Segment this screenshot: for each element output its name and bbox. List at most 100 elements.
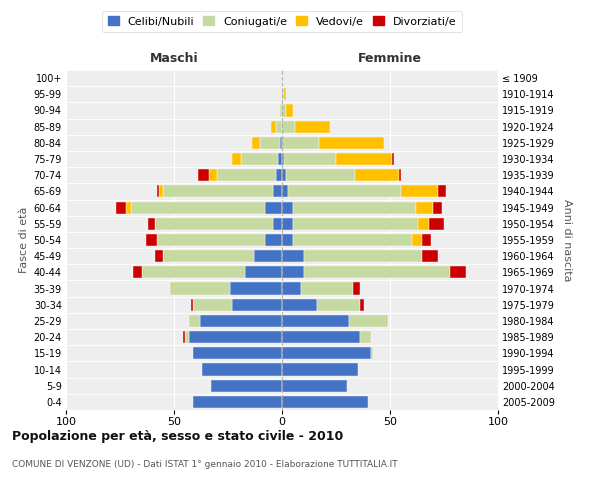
Bar [189,331,282,343]
Bar [282,104,286,117]
Bar [422,234,431,246]
Bar [232,153,241,165]
Bar [295,120,329,132]
Bar [301,282,353,294]
Bar [252,137,260,149]
Bar [282,202,293,213]
Bar [198,169,209,181]
Bar [133,266,142,278]
Bar [282,250,304,262]
Bar [293,218,418,230]
Bar [282,282,301,294]
Bar [159,186,163,198]
Bar [282,266,304,278]
Bar [282,331,360,343]
Bar [280,137,282,149]
Bar [282,88,284,101]
Bar [282,186,289,198]
Bar [245,266,282,278]
Bar [265,234,282,246]
Y-axis label: Anni di nascita: Anni di nascita [562,198,572,281]
Bar [230,282,282,294]
Bar [193,396,282,408]
Bar [282,380,347,392]
Bar [271,120,275,132]
Bar [202,364,282,376]
Bar [416,202,433,213]
Bar [401,186,437,198]
Bar [355,169,398,181]
Bar [280,104,282,117]
Bar [282,364,358,376]
Bar [304,250,422,262]
Bar [163,250,254,262]
Bar [275,169,282,181]
Bar [170,282,230,294]
Bar [353,282,360,294]
Bar [286,169,355,181]
Bar [349,315,388,327]
Bar [293,202,416,213]
Bar [274,218,282,230]
Bar [282,315,349,327]
Bar [211,380,282,392]
Bar [163,186,274,198]
Bar [116,202,127,213]
Bar [317,298,360,311]
Bar [284,153,336,165]
Bar [282,153,284,165]
Bar [398,169,401,181]
Bar [360,298,364,311]
Bar [418,218,429,230]
Bar [146,234,157,246]
Bar [260,137,280,149]
Text: COMUNE DI VENZONE (UD) - Dati ISTAT 1° gennaio 2010 - Elaborazione TUTTITALIA.IT: COMUNE DI VENZONE (UD) - Dati ISTAT 1° g… [12,460,398,469]
Bar [433,202,442,213]
Bar [336,153,392,165]
Bar [157,186,159,198]
Bar [412,234,422,246]
Bar [282,298,317,311]
Bar [191,298,193,311]
Text: Femmine: Femmine [358,52,422,65]
Bar [265,202,282,213]
Bar [241,153,278,165]
Bar [304,266,451,278]
Bar [289,186,401,198]
Bar [392,153,394,165]
Bar [278,153,282,165]
Bar [274,186,282,198]
Bar [155,250,163,262]
Bar [282,234,293,246]
Bar [157,234,265,246]
Bar [286,104,293,117]
Text: Maschi: Maschi [149,52,199,65]
Bar [193,348,282,360]
Bar [232,298,282,311]
Bar [293,234,412,246]
Bar [282,218,293,230]
Bar [209,169,217,181]
Text: Popolazione per età, sesso e stato civile - 2010: Popolazione per età, sesso e stato civil… [12,430,343,443]
Bar [142,266,245,278]
Bar [319,137,383,149]
Bar [155,218,274,230]
Bar [182,331,185,343]
Bar [360,331,371,343]
Bar [437,186,446,198]
Bar [189,315,200,327]
Bar [254,250,282,262]
Bar [282,137,319,149]
Bar [282,396,368,408]
Bar [200,315,282,327]
Bar [422,250,437,262]
Bar [371,348,373,360]
Bar [282,169,286,181]
Bar [284,88,286,101]
Bar [429,218,444,230]
Bar [148,218,155,230]
Bar [131,202,265,213]
Bar [127,202,131,213]
Bar [193,298,232,311]
Y-axis label: Fasce di età: Fasce di età [19,207,29,273]
